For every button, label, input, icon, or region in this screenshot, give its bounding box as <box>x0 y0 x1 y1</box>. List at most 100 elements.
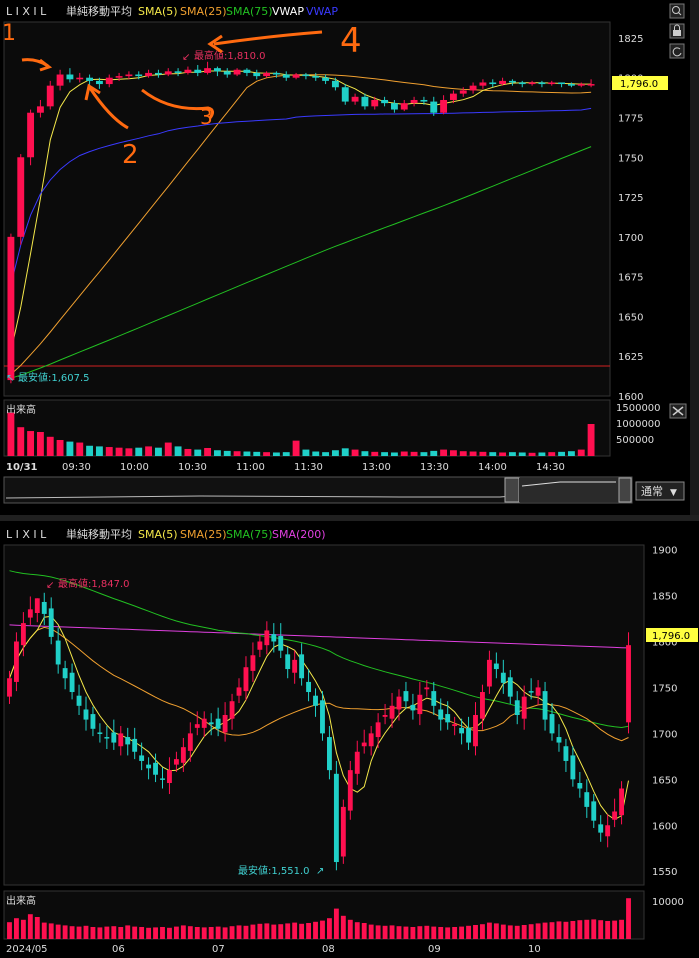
top-y-tick-6: 1675 <box>618 273 643 284</box>
bottom-candle-3 <box>27 609 33 618</box>
top-y-tick-7: 1650 <box>618 312 643 323</box>
top-candle-43 <box>430 101 438 113</box>
bottom-candle-34 <box>243 667 249 692</box>
bottom-y-tick-6: 1600 <box>652 821 677 832</box>
top-candle-53 <box>528 82 536 85</box>
top-volume-bar-56 <box>558 451 566 456</box>
bottom-candle-78 <box>549 714 555 734</box>
bottom-volume-bar-48 <box>340 915 346 939</box>
mode-select[interactable] <box>635 481 685 501</box>
bottom-candle-47 <box>333 773 339 863</box>
top-volume-bar-50 <box>499 452 507 456</box>
top-volume-bar-46 <box>459 451 467 456</box>
top-volume-tick-3: 500000 <box>616 435 654 446</box>
top-x-tick-3: 10:30 <box>178 462 207 473</box>
bottom-volume-bar-41 <box>292 922 298 939</box>
bottom-volume-bar-82 <box>577 920 583 939</box>
bottom-volume-bar-78 <box>549 922 555 939</box>
bottom-candle-11 <box>83 709 89 720</box>
top-volume-bar-9 <box>95 446 103 456</box>
top-candle-4 <box>46 85 54 107</box>
top-x-tick-4: 11:00 <box>236 462 265 473</box>
top-candle-31 <box>312 76 320 78</box>
bottom-candle-74 <box>521 696 527 719</box>
navigator-right-handle[interactable] <box>618 477 632 503</box>
bottom-volume-bar-35 <box>250 924 256 939</box>
top-volume-bar-19 <box>194 449 202 456</box>
bottom-volume-bar-67 <box>473 925 478 939</box>
top-x-tick-2: 10:00 <box>120 462 149 473</box>
top-scrollbar[interactable] <box>690 0 699 515</box>
bottom-brand: L I X I L <box>6 528 47 541</box>
top-candle-58 <box>577 84 585 86</box>
top-candle-41 <box>410 99 418 104</box>
bottom-volume-bar-63 <box>445 927 451 939</box>
bottom-legend-sma25: SMA(25) <box>180 528 227 541</box>
bottom-candle-56 <box>396 696 402 710</box>
top-x-tick-9: 14:30 <box>536 462 565 473</box>
bottom-volume-bar-74 <box>521 925 527 939</box>
top-volume-bar-47 <box>469 451 477 456</box>
top-high-label: 最高値:1,810.0 <box>194 49 266 62</box>
bottom-volume-bar-33 <box>236 925 242 939</box>
top-legend-sma75: SMA(75) <box>226 5 273 18</box>
bottom-volume-bar-72 <box>507 925 513 939</box>
top-volume-bar-39 <box>390 452 398 456</box>
bottom-candle-48 <box>340 806 346 857</box>
bottom-volume-bar-6 <box>48 923 54 939</box>
top-x-axis: 10/31 09:30 10:00 10:30 11:00 11:30 13:00 13:30… <box>6 462 565 473</box>
bottom-volume-bar-4 <box>34 917 40 939</box>
bottom-candle-5 <box>41 601 47 614</box>
top-candle-24 <box>243 69 251 73</box>
bottom-y-tick-1: 1850 <box>652 592 677 603</box>
bottom-volume-bar-61 <box>431 926 437 939</box>
bottom-candle-23 <box>167 770 172 783</box>
top-volume-bar-31 <box>312 451 320 456</box>
bottom-volume-bar-19 <box>139 927 145 939</box>
bottom-volume-bar-47 <box>333 908 339 939</box>
bottom-candle-1 <box>13 641 19 682</box>
bottom-volume-bar-76 <box>535 923 541 939</box>
bottom-candle-68 <box>480 692 485 719</box>
bottom-candle-15 <box>111 732 117 743</box>
refresh-icon <box>672 47 682 57</box>
bottom-volume-bar-66 <box>466 925 471 939</box>
lock-shackle-icon <box>674 24 680 30</box>
navigator-left-handle[interactable] <box>504 477 520 503</box>
bottom-x-tick-3: 08 <box>322 944 335 955</box>
top-volume-bar-17 <box>174 446 182 456</box>
bottom-candle-10 <box>76 695 82 706</box>
top-legend-sma25: SMA(25) <box>180 5 227 18</box>
bottom-candle-33 <box>236 687 242 696</box>
top-legend-vwap2: VWAP <box>306 5 338 18</box>
bottom-candle-55 <box>389 705 395 719</box>
top-volume-bar-15 <box>154 447 162 456</box>
top-candle-20 <box>204 68 212 73</box>
bottom-x-tick-0: 2024/05 <box>6 944 48 955</box>
top-candle-22 <box>223 71 231 75</box>
top-volume-bar-0 <box>7 412 15 456</box>
bottom-x-axis: 2024/05 06 07 08 09 10 <box>6 944 541 955</box>
top-volume-bar-33 <box>331 450 339 456</box>
bottom-candle-8 <box>62 668 68 679</box>
top-candle-32 <box>322 77 330 81</box>
bottom-volume-bar-28 <box>201 927 207 939</box>
bottom-candle-40 <box>285 654 291 670</box>
bottom-volume-bar-88 <box>619 919 625 939</box>
bottom-candle-65 <box>459 727 465 734</box>
bottom-candle-13 <box>97 732 103 734</box>
bottom-volume-bar-1 <box>13 918 19 939</box>
annotation-1: 1 <box>2 21 16 46</box>
bottom-y-tick-7: 1550 <box>652 867 677 878</box>
bottom-candle-71 <box>500 672 506 683</box>
bottom-candle-72 <box>507 677 513 697</box>
zoom-button[interactable] <box>669 3 685 19</box>
close-icon <box>672 406 684 416</box>
bottom-candle-38 <box>271 634 277 642</box>
top-volume-bar-18 <box>184 448 192 456</box>
top-volume-bar-10 <box>105 447 113 456</box>
annotation-arrow-3 <box>141 88 215 119</box>
bottom-volume-bar-36 <box>257 923 263 939</box>
bottom-volume-bar-3 <box>27 914 33 939</box>
top-volume-bar-40 <box>400 451 408 456</box>
